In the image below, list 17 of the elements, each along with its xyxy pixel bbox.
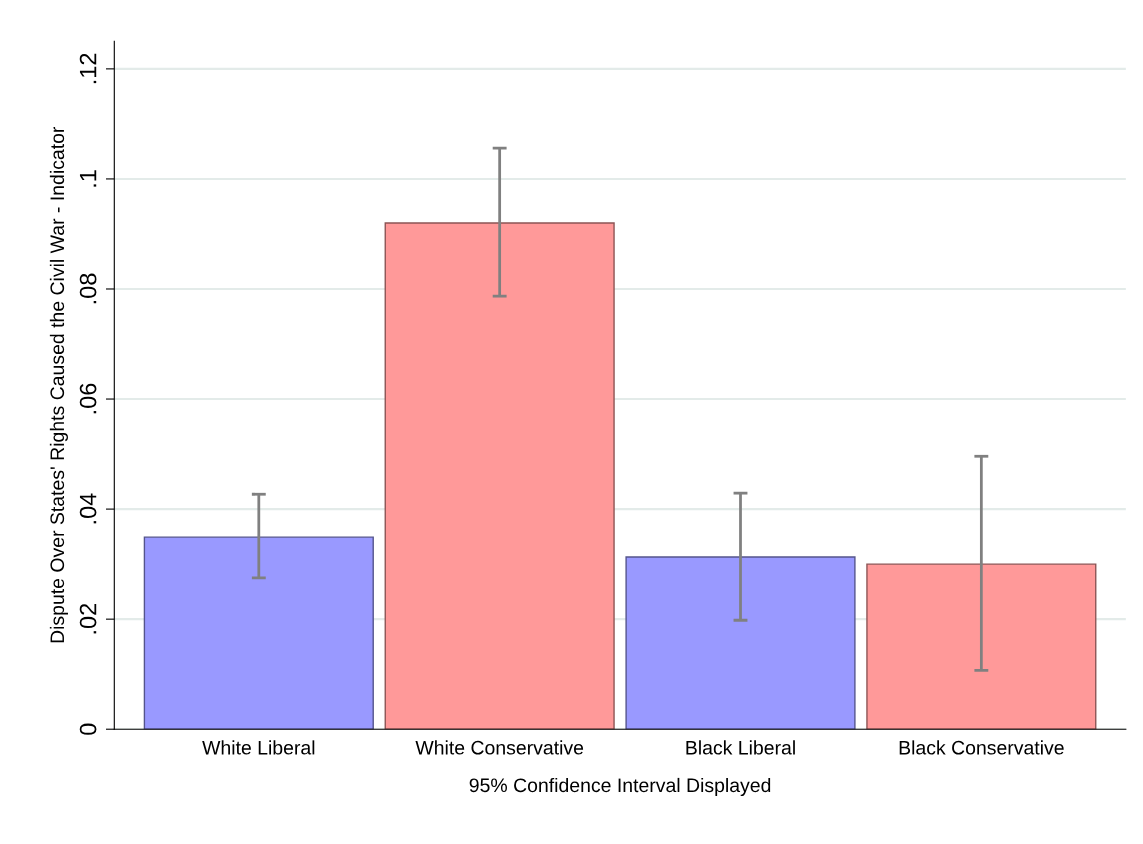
y-tick-label: .04 — [79, 493, 97, 524]
y-tick-label: .06 — [79, 383, 97, 414]
bar — [143, 536, 374, 730]
y-axis-title: Dispute Over States' Rights Caused the Civil War - Indicator — [49, 126, 68, 643]
y-tick-label: .1 — [79, 170, 97, 187]
x-tick-label: Black Conservative — [899, 740, 1064, 755]
x-tick-label: Black Liberal — [686, 740, 795, 755]
bar — [625, 556, 856, 730]
bar — [384, 222, 615, 730]
x-tick-label: White Liberal — [202, 740, 315, 755]
x-axis-title: 95% Confidence Interval Displayed — [469, 777, 771, 797]
y-tick-label: .12 — [79, 53, 97, 84]
x-tick-label: White Conservative — [415, 740, 584, 755]
bar — [866, 563, 1097, 730]
y-tick-label: 0 — [79, 723, 97, 735]
y-tick-label: .02 — [79, 603, 97, 634]
y-tick-label: .08 — [79, 273, 97, 304]
